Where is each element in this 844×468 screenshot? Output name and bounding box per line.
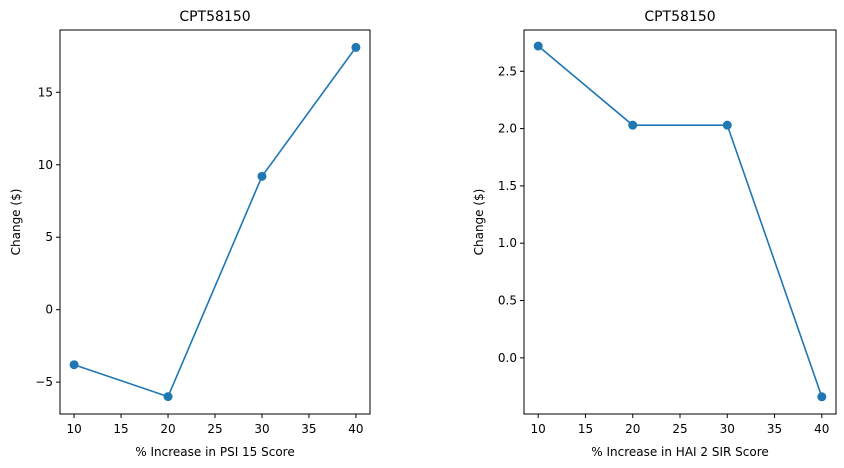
left-x-tick-label: 15 [113, 422, 128, 436]
left-y-tick-label: 15 [38, 85, 53, 99]
right-ticks: 10 15 20 25 30 35 40 0.0 0.5 1.0 1.5 2.0 2.5 [498, 64, 830, 436]
left-series-line [73, 46, 357, 398]
right-x-tick-label: 15 [578, 422, 593, 436]
left-data-point [257, 171, 267, 181]
right-x-tick-label: 10 [531, 422, 546, 436]
right-x-axis-label: % Increase in HAI 2 SIR Score [591, 445, 769, 459]
right-y-tick-label: 2.0 [498, 122, 517, 136]
right-y-tick-label: 1.0 [498, 236, 517, 250]
left-data-point [351, 42, 361, 52]
right-y-axis-label: Change ($) [472, 189, 486, 256]
left-y-tick-label: 0 [45, 303, 53, 317]
right-y-tick-label: 1.5 [498, 179, 517, 193]
right-series-line [537, 45, 823, 398]
right-chart-title: CPT58150 [644, 9, 715, 25]
left-data-point [69, 360, 79, 370]
right-y-tick-label: 0.5 [498, 294, 517, 308]
right-chart-panel: CPT58150 10 15 20 25 30 35 40 0.0 0.5 1.0 1.5 2.0 2.… [472, 9, 837, 459]
left-x-tick-label: 35 [301, 422, 316, 436]
left-x-tick-label: 30 [254, 422, 269, 436]
left-y-tick-label: 5 [45, 230, 53, 244]
right-y-tick-label: 0.0 [498, 351, 517, 365]
left-x-tick-label: 25 [207, 422, 222, 436]
right-data-point [533, 41, 543, 51]
left-y-tick-label: −5 [35, 375, 53, 389]
left-x-tick-label: 40 [348, 422, 363, 436]
left-y-axis-label: Change ($) [9, 189, 23, 256]
right-data-point [817, 392, 827, 402]
right-x-tick-label: 20 [625, 422, 640, 436]
left-chart-panel: CPT58150 10 15 20 25 30 35 40 −5 0 5 10 15 % Increa… [9, 9, 371, 459]
left-y-tick-label: 10 [38, 158, 53, 172]
left-marks [69, 42, 361, 402]
left-data-point [163, 392, 173, 402]
right-x-tick-label: 30 [720, 422, 735, 436]
right-y-tick-label: 2.5 [498, 64, 517, 78]
right-x-tick-label: 25 [672, 422, 687, 436]
left-chart-title: CPT58150 [179, 9, 250, 25]
left-x-axis-label: % Increase in PSI 15 Score [135, 445, 294, 459]
left-ticks: 10 15 20 25 30 35 40 −5 0 5 10 15 [35, 85, 363, 436]
right-data-point [722, 120, 732, 130]
right-data-point [628, 120, 638, 130]
right-marks [533, 41, 827, 402]
right-x-tick-label: 40 [814, 422, 829, 436]
left-x-tick-label: 10 [66, 422, 81, 436]
left-x-tick-label: 20 [160, 422, 175, 436]
right-x-tick-label: 35 [767, 422, 782, 436]
